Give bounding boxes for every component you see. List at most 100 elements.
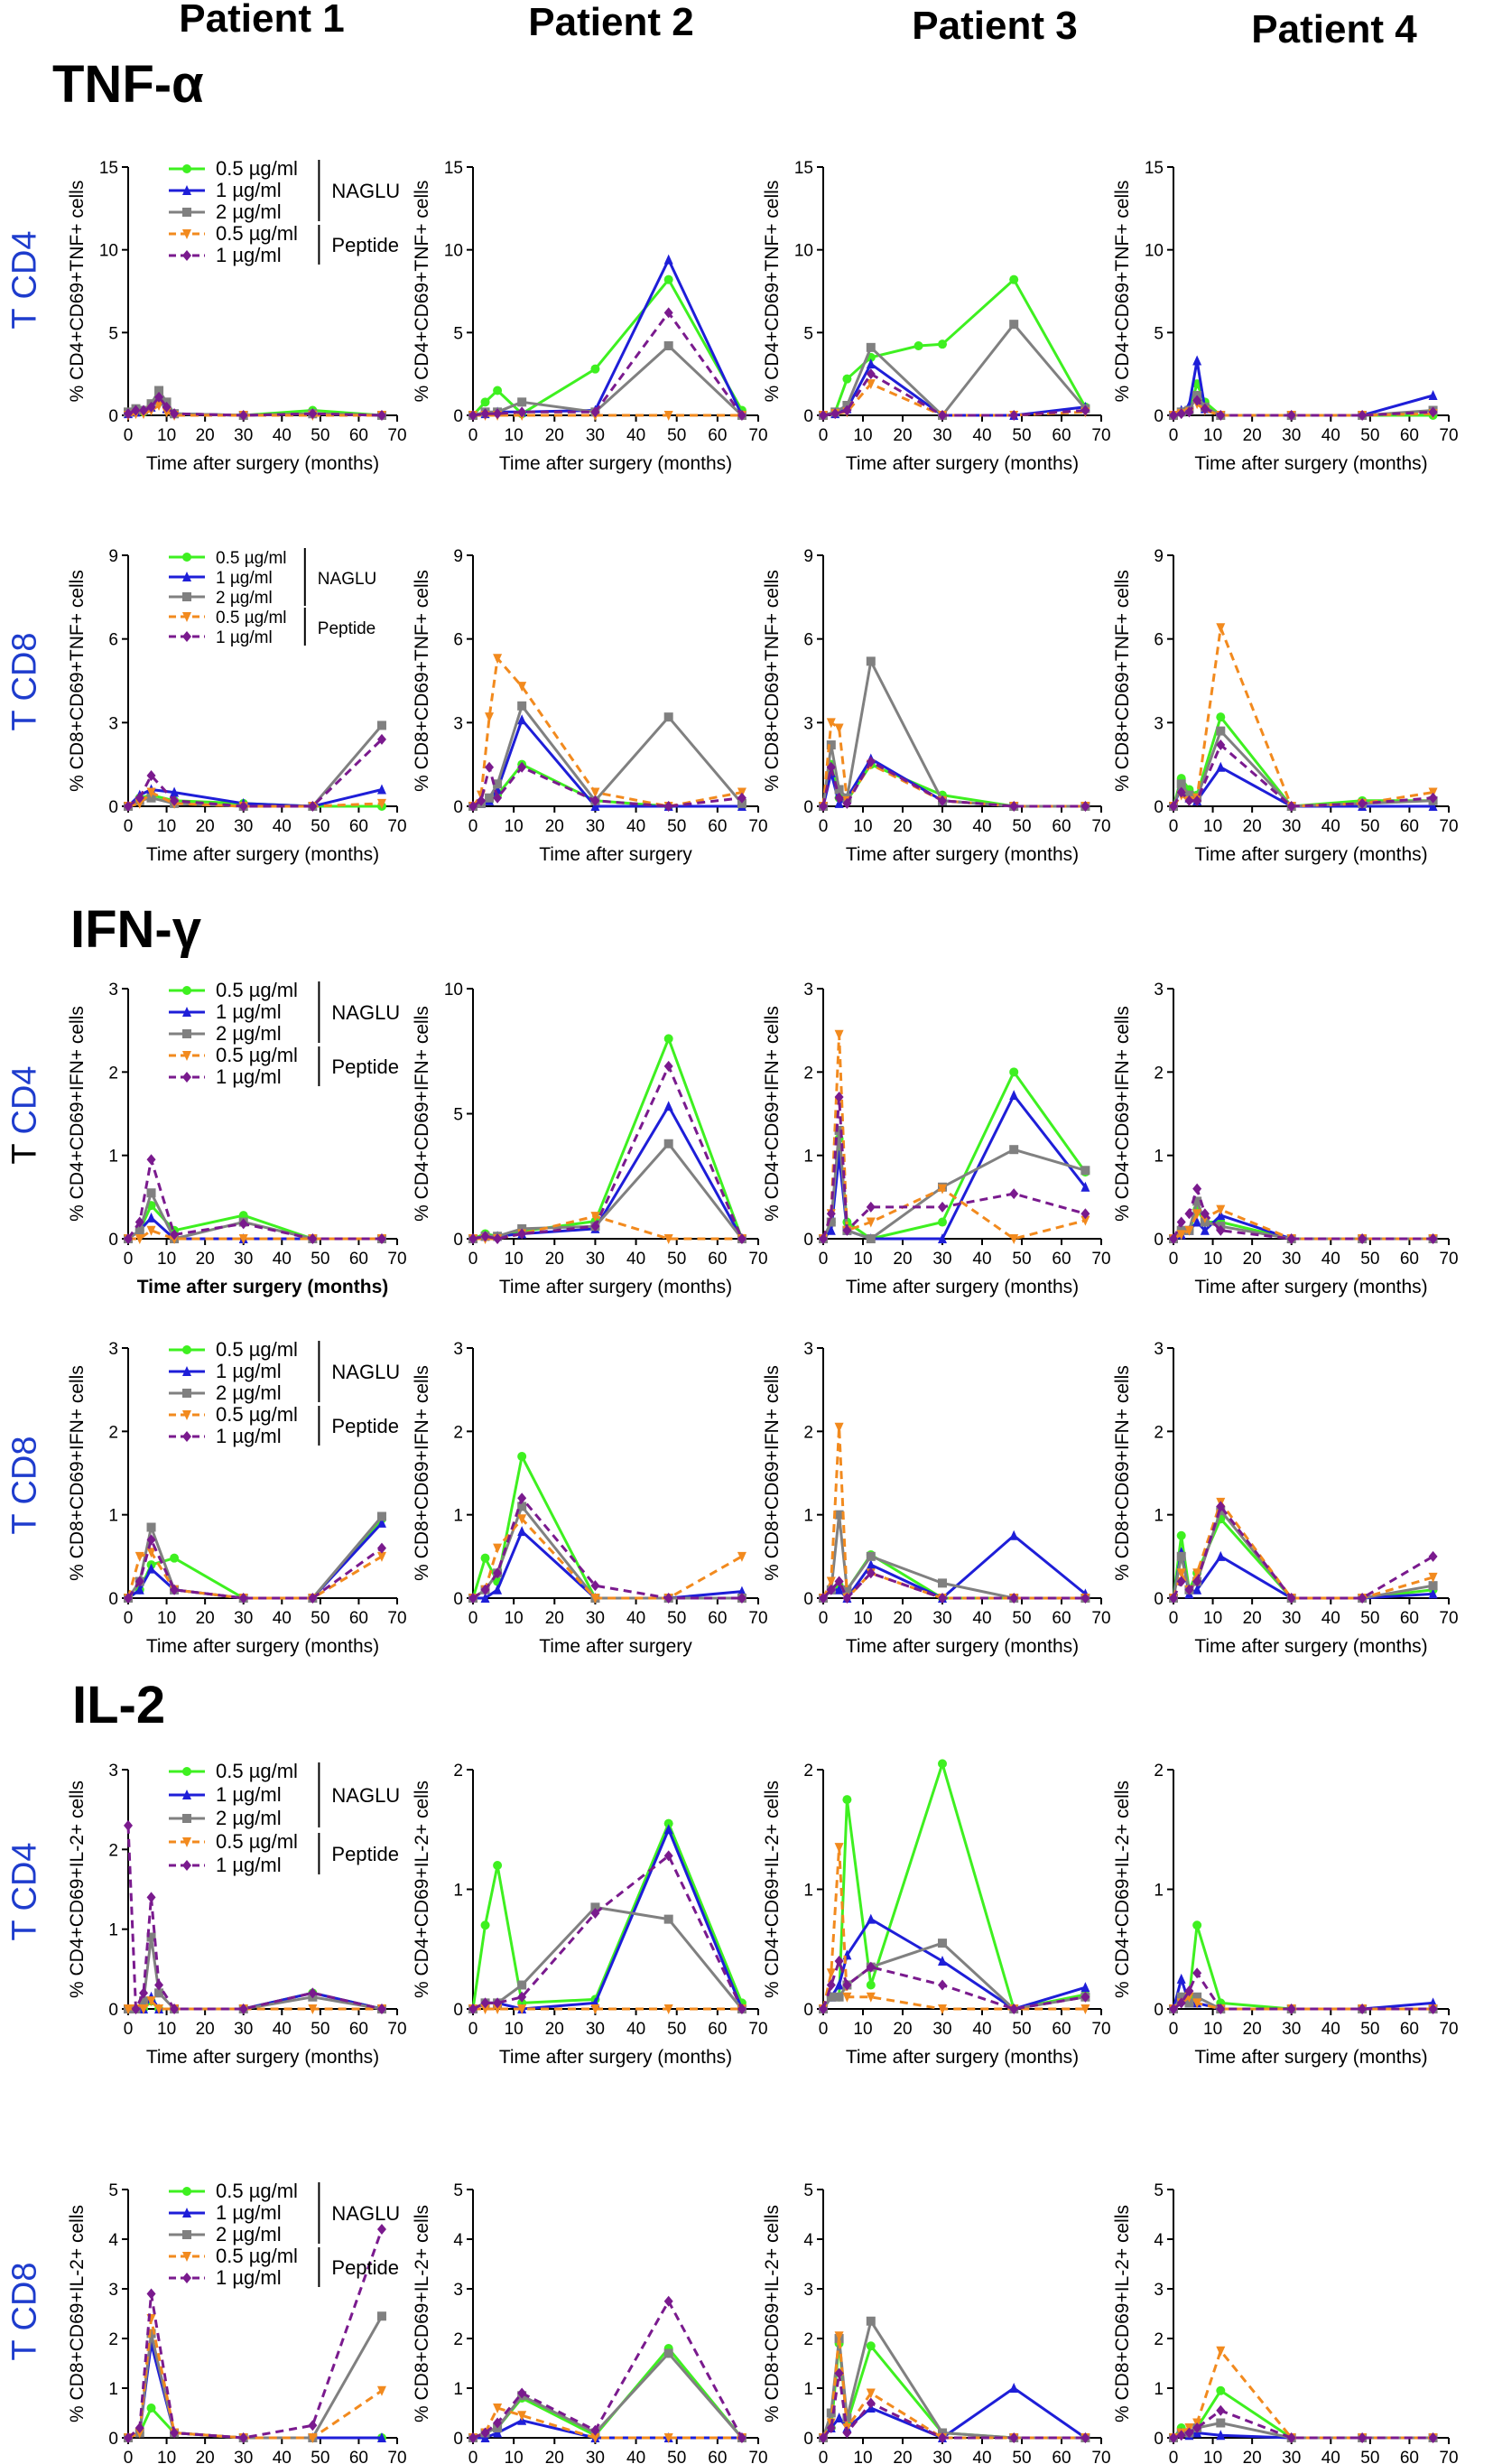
data-point-s4 (1358, 2432, 1368, 2443)
data-point-s4 (1176, 1997, 1186, 2009)
data-point-s4 (834, 2367, 844, 2379)
x-tick-label: 20 (196, 1250, 215, 1269)
data-point-s3 (590, 2433, 600, 2443)
data-point-s3 (826, 1968, 836, 1979)
data-point-s4 (663, 307, 673, 319)
x-tick-label: 40 (626, 1609, 645, 1628)
x-tick-label: 10 (505, 2449, 524, 2464)
x-tick-label: 10 (505, 2020, 524, 2039)
x-tick-label: 50 (1012, 817, 1031, 836)
x-tick-label: 0 (1169, 2020, 1179, 2039)
chart-r0-c2: 0 10 20 30 40 50 60 70 0 5 10 15 Time after surgery … (762, 159, 1111, 474)
x-tick-label: 70 (1439, 1250, 1458, 1269)
y-axis-label: % CD4+CD69+TNF+ cells (762, 181, 783, 403)
x-tick-label: 10 (157, 2020, 176, 2039)
y-tick-label: 10 (444, 981, 463, 1000)
data-point-s3 (493, 654, 503, 665)
data-point-s4 (146, 1892, 156, 1903)
data-point-s4 (1169, 1233, 1178, 1244)
legend-entry-label: 0.5 µg/ml (216, 1403, 298, 1426)
y-tick-label: 0 (803, 1590, 813, 1609)
data-point-s4 (162, 401, 172, 413)
data-point-s4 (1192, 395, 1202, 406)
data-point-s2 (1009, 1145, 1019, 1155)
data-point-s1 (1192, 1584, 1202, 1595)
data-point-s3 (1428, 1572, 1438, 1583)
data-point-s0 (866, 2341, 876, 2351)
data-point-s1 (866, 358, 876, 369)
x-axis-label: Time after surgery (months) (1194, 453, 1427, 474)
legend-marker (182, 592, 191, 601)
series-line-2 (821, 2320, 1086, 2440)
legend-entry-label: 0.5 µg/ml (216, 1044, 298, 1066)
data-point-s2 (1192, 1196, 1202, 1206)
y-tick-label: 4 (108, 2231, 118, 2250)
y-tick-label: 0 (453, 2001, 463, 2020)
data-point-s1 (663, 254, 673, 265)
data-point-s4 (938, 1201, 947, 1213)
data-point-s3 (834, 2331, 844, 2342)
x-tick-label: 30 (932, 426, 951, 445)
x-tick-label: 10 (505, 1609, 524, 1628)
x-axis-label: Time after surgery (539, 1636, 692, 1657)
data-point-s4 (663, 1850, 673, 1862)
x-tick-label: 10 (1203, 1609, 1222, 1628)
y-tick-label: 0 (1154, 2001, 1164, 2020)
x-tick-label: 0 (124, 817, 134, 836)
data-point-s4 (834, 1576, 844, 1587)
data-point-s4 (938, 1979, 947, 1991)
data-point-s0 (663, 274, 673, 284)
y-tick-label: 0 (803, 407, 813, 426)
x-axis-label: Time after surgery (months) (137, 1277, 389, 1297)
series-line-1 (473, 1530, 743, 1600)
y-tick-label: 6 (1154, 631, 1164, 650)
data-point-s4 (154, 1979, 164, 1991)
data-point-s4 (468, 1233, 478, 1244)
y-axis-label: % CD4+CD69+IFN+ cells (1112, 1006, 1133, 1222)
chart-r3-c0: 0 10 20 30 40 50 60 70 0 1 2 3 Time after surgery (m… (67, 1338, 407, 1657)
data-point-s2 (866, 2316, 876, 2326)
data-point-s4 (238, 410, 248, 421)
y-axis-label: % CD8+CD69+TNF+ cells (1112, 570, 1133, 792)
x-tick-label: 30 (586, 426, 605, 445)
y-tick-label: 0 (803, 798, 813, 817)
y-tick-label: 0 (453, 2430, 463, 2449)
chart-r1-c3: 0 10 20 30 40 50 60 70 0 3 6 9 Time after surgery (m… (1112, 547, 1459, 865)
x-tick-label: 10 (1203, 817, 1222, 836)
data-point-s4 (663, 801, 673, 812)
legend-group-label: NAGLU (331, 2202, 400, 2225)
x-tick-label: 40 (626, 426, 645, 445)
data-point-s4 (938, 795, 947, 806)
y-axis-label: % CD8+CD69+IL-2+ cells (1112, 2205, 1133, 2422)
y-tick-label: 5 (453, 324, 463, 343)
series-line-0 (1172, 1517, 1433, 1600)
data-point-s4 (737, 2432, 746, 2443)
data-point-s1 (834, 1979, 844, 1990)
chart-r0-c0: 0 10 20 30 40 50 60 70 0 5 10 15 Time after surgery … (67, 157, 407, 474)
data-point-s4 (866, 1961, 876, 1973)
data-point-s4 (1080, 1991, 1090, 2003)
legend-entry-label: 1 µg/ml (216, 244, 282, 266)
data-point-s4 (170, 795, 180, 806)
y-tick-label: 1 (803, 1882, 813, 1901)
x-tick-label: 40 (972, 1609, 991, 1628)
x-tick-label: 70 (387, 2449, 406, 2464)
x-axis-label: Time after surgery (months) (146, 1636, 379, 1657)
data-point-s4 (1216, 1501, 1226, 1512)
x-tick-label: 70 (1439, 817, 1458, 836)
data-point-s2 (1176, 779, 1186, 789)
y-tick-label: 0 (108, 2430, 118, 2449)
x-tick-label: 50 (311, 817, 329, 836)
series-line-4 (127, 738, 384, 808)
y-tick-label: 0 (1154, 407, 1164, 426)
data-point-s3 (139, 2004, 149, 2014)
series-line-2 (821, 1129, 1086, 1241)
legend-group-label: NAGLU (331, 1784, 400, 1807)
data-point-s4 (590, 2424, 600, 2436)
series-line-3 (1173, 1995, 1433, 2011)
data-point-s4 (170, 1584, 180, 1595)
data-point-s0 (1192, 1920, 1202, 1930)
y-tick-label: 3 (108, 2281, 118, 2300)
data-point-s4 (1176, 408, 1186, 420)
y-tick-label: 2 (453, 1762, 463, 1781)
